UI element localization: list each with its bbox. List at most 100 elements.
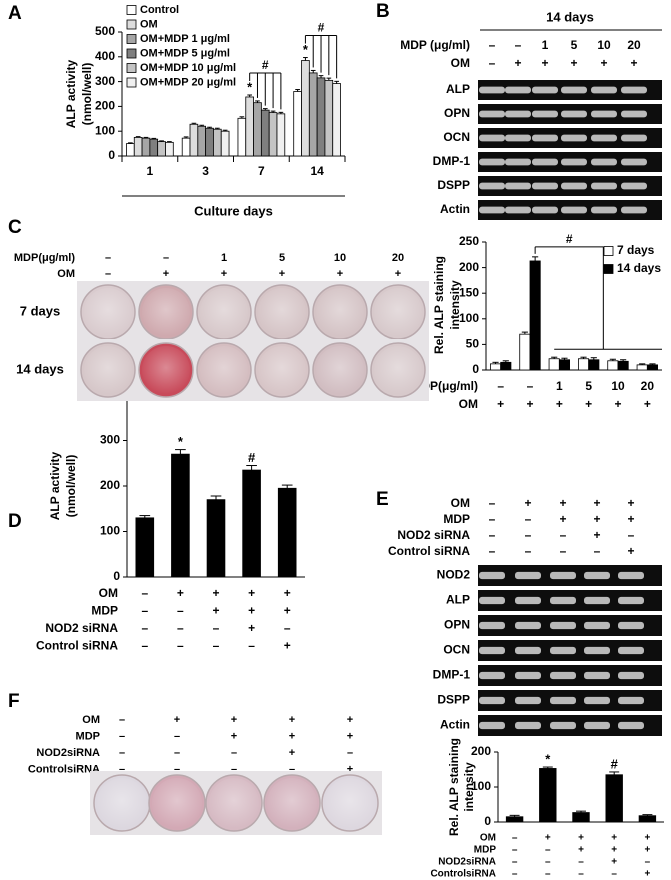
condition-value: – — [289, 763, 295, 775]
gel-band — [479, 86, 505, 94]
condition-label: OM — [82, 714, 100, 726]
gel-band — [618, 596, 644, 605]
condition-value: – — [347, 747, 353, 759]
condition-value: + — [347, 730, 353, 742]
gene-label: Actin — [440, 202, 470, 216]
gene-label: NOD2 — [437, 568, 471, 582]
condition-label: MDP(μg/ml) — [14, 252, 75, 264]
gene-label: DSPP — [437, 693, 470, 707]
condition-value: + — [644, 845, 650, 856]
plate-sheen — [97, 778, 147, 828]
condition-value: – — [594, 544, 601, 558]
bar — [205, 127, 214, 157]
bar — [276, 113, 286, 157]
gel-band — [515, 646, 541, 655]
plate-sheen — [374, 346, 422, 394]
gel-band — [561, 86, 587, 94]
condition-value: – — [163, 252, 169, 264]
gel-band — [618, 696, 644, 705]
gel-band — [561, 134, 587, 142]
gel-band — [561, 206, 587, 214]
gel-band — [584, 721, 610, 730]
y-tick-label: 500 — [95, 24, 115, 38]
condition-value: – — [177, 621, 184, 635]
condition-value: + — [611, 833, 617, 844]
bracket-label: # — [566, 232, 573, 246]
condition-value: + — [593, 528, 600, 542]
gel-band — [550, 646, 576, 655]
condition-value: – — [177, 604, 184, 618]
condition-value: – — [119, 763, 125, 775]
condition-value: 5 — [279, 252, 285, 264]
bar — [489, 363, 502, 371]
gene-label: ALP — [446, 82, 470, 96]
condition-value: + — [611, 845, 617, 856]
gel-band — [591, 206, 617, 214]
plate-sheen — [374, 288, 422, 336]
y-axis-label: intensity — [448, 280, 462, 330]
condition-value: + — [248, 621, 255, 635]
condition-value: + — [644, 869, 650, 880]
gel-band — [618, 621, 644, 630]
y-axis-label: (nmol/well) — [64, 455, 78, 518]
y-tick-label: 200 — [471, 744, 491, 758]
condition-value: – — [105, 268, 111, 280]
gene-label: OPN — [444, 106, 470, 120]
condition-value: 1 — [556, 379, 563, 393]
gel-band — [550, 696, 576, 705]
condition-label: OM — [480, 833, 496, 844]
gel-band — [479, 571, 505, 580]
bar — [268, 112, 278, 157]
legend-label: OM+MDP 10 μg/ml — [140, 62, 236, 74]
condition-value: + — [284, 604, 291, 618]
condition-label: OM — [459, 397, 478, 411]
gel-band — [515, 596, 541, 605]
y-tick-label: 200 — [100, 478, 120, 492]
condition-value: + — [177, 586, 184, 600]
gel-band — [532, 86, 558, 94]
gel-band — [532, 110, 558, 118]
condition-value: – — [489, 528, 496, 542]
gel-band — [621, 110, 647, 118]
bar — [149, 138, 159, 157]
condition-value: + — [221, 268, 227, 280]
condition-value: – — [284, 621, 291, 635]
bar — [133, 136, 143, 157]
condition-value: + — [289, 714, 295, 726]
bar — [213, 128, 222, 157]
condition-value: – — [174, 730, 180, 742]
plate-sheen — [267, 778, 317, 828]
condition-value: + — [556, 397, 563, 411]
y-axis-label: Rel. ALP staining — [432, 256, 446, 354]
gel-band — [532, 182, 558, 190]
condition-value: – — [578, 869, 584, 880]
bar — [646, 364, 658, 371]
plate-sheen — [142, 288, 190, 336]
condition-value: – — [525, 544, 532, 558]
gel-band — [479, 696, 505, 705]
condition-value: 20 — [641, 379, 655, 393]
condition-value: + — [347, 714, 353, 726]
significance-marker: * — [303, 42, 309, 57]
gel-band — [515, 571, 541, 580]
bar — [607, 360, 619, 371]
condition-value: – — [512, 869, 518, 880]
condition-value: + — [630, 56, 637, 70]
condition-value: – — [213, 621, 220, 635]
x-tick-label: 7 — [258, 164, 265, 178]
gel-band — [505, 158, 531, 166]
gel-band — [479, 596, 505, 605]
condition-label: OM — [451, 56, 470, 70]
condition-value: – — [174, 747, 180, 759]
y-tick-label: 200 — [95, 99, 115, 113]
condition-label: MDP — [91, 604, 118, 618]
condition-value: – — [489, 38, 496, 52]
plate-sheen — [200, 288, 248, 336]
condition-label: ControlsiRNA — [28, 763, 100, 775]
condition-value: – — [611, 869, 617, 880]
condition-value: – — [515, 38, 522, 52]
condition-value: – — [489, 544, 496, 558]
plate-sheen — [258, 346, 306, 394]
gel-band — [621, 182, 647, 190]
condition-label: OM — [99, 586, 118, 600]
